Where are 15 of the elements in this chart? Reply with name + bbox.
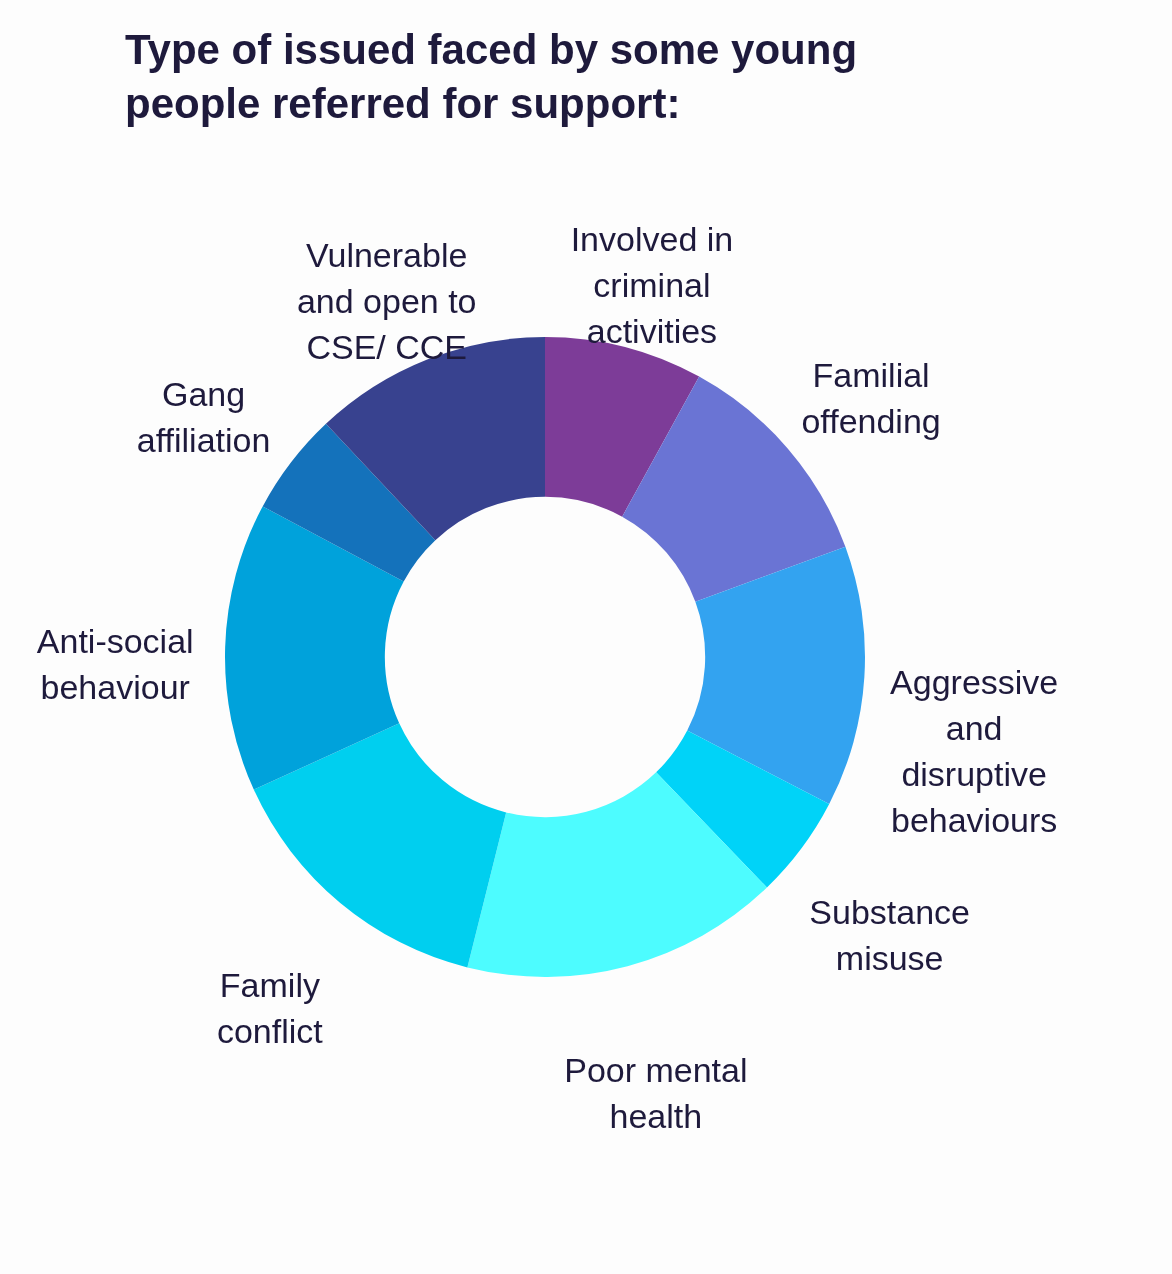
chart-title: Type of issued faced by some young people referred for support: bbox=[125, 26, 858, 127]
donut-slice bbox=[253, 723, 507, 968]
slice-label: Aggressive and disruptive behaviours bbox=[890, 663, 1059, 839]
slice-label: Substance misuse bbox=[809, 893, 971, 978]
donut-slice bbox=[467, 772, 767, 977]
slice-label: Family conflict bbox=[216, 966, 324, 1051]
slice-label: Poor mental health bbox=[564, 1051, 748, 1136]
slice-label: Anti-social behaviour bbox=[36, 622, 194, 707]
slice-label: Familial offending bbox=[801, 355, 941, 440]
slice-label: Gang affiliation bbox=[136, 374, 271, 459]
slice-label: Vulnerable and open to CSE/ CCE bbox=[296, 236, 477, 367]
donut-slice bbox=[687, 546, 865, 805]
donut-slice bbox=[225, 506, 404, 790]
donut-slice bbox=[656, 730, 830, 888]
slice-label: Involved in criminal activities bbox=[570, 219, 734, 350]
